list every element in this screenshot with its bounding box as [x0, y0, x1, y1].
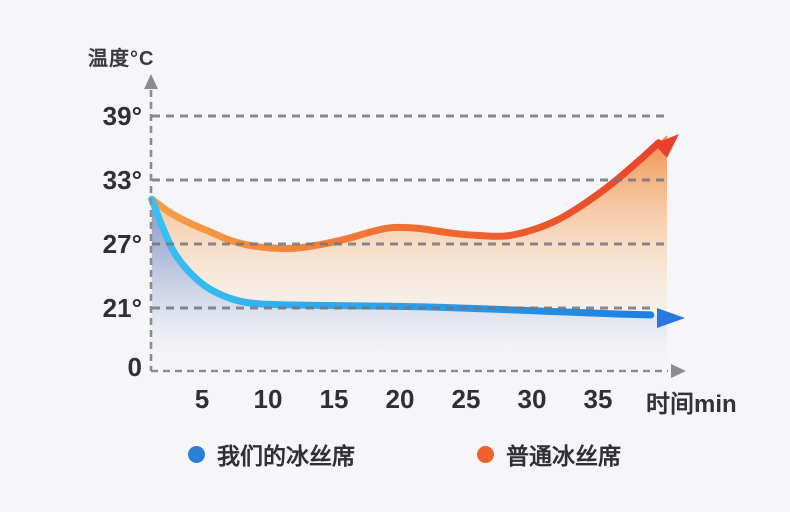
x-tick-label: 35 [583, 384, 613, 414]
x-tick-label: 5 [194, 384, 210, 414]
x-tick-label: 10 [253, 384, 283, 414]
y-tick-label: 27° [102, 229, 142, 259]
legend-item-ours: 我们的冰丝席 [188, 438, 355, 470]
x-axis-title: 时间min [646, 391, 737, 418]
x-tick-label: 30 [517, 384, 547, 414]
x-tick-label: 20 [385, 384, 415, 414]
legend-dot-orange-icon [477, 445, 494, 463]
y-tick-label: 39° [102, 101, 142, 131]
x-tick-label: 25 [451, 384, 481, 414]
y-tick-label: 33° [102, 165, 142, 195]
legend-item-ordinary: 普通冰丝席 [477, 438, 621, 470]
legend-dot-blue-icon [188, 445, 205, 463]
y-axis-title: 温度°C [88, 48, 155, 70]
y-tick-label: 0 [127, 352, 142, 382]
legend-label-ours: 我们的冰丝席 [217, 443, 355, 469]
y-tick-label: 21° [102, 293, 142, 323]
x-tick-label: 15 [319, 384, 349, 414]
legend: 我们的冰丝席 普通冰丝席 [0, 438, 790, 470]
legend-label-ordinary: 普通冰丝席 [506, 443, 621, 469]
